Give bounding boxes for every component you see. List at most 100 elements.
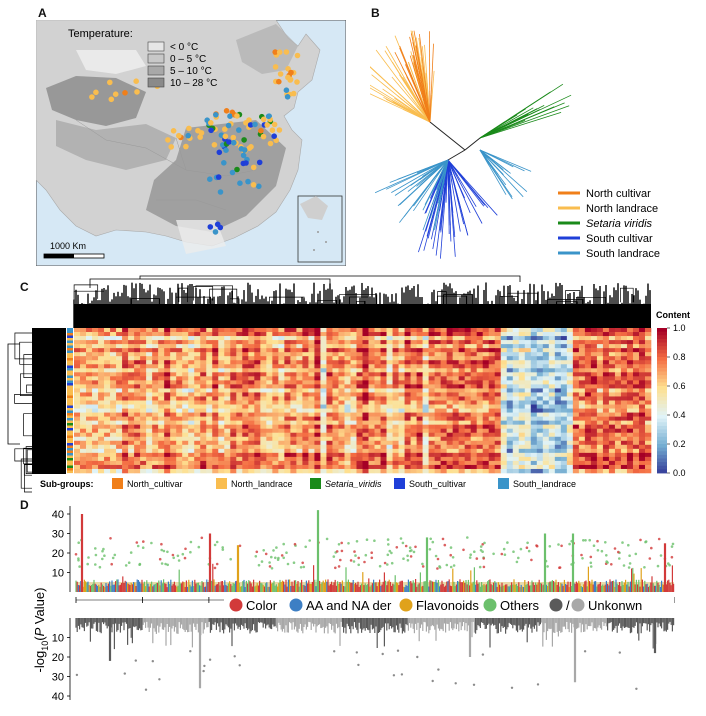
heatmap-cell [500,388,508,393]
heatmap-cell [626,420,634,425]
heatmap-cell [512,368,520,373]
heatmap-cell [146,424,153,429]
heatmap-cell [116,344,123,349]
heatmap-cell [230,408,237,413]
heatmap-cell [254,336,261,341]
heatmap-cell [524,464,532,470]
heatmap-cell [278,368,285,373]
heatmap-cell [158,420,165,425]
heatmap-cell [320,344,327,349]
tree-branch [479,149,496,167]
heatmap-cell [524,440,532,446]
heatmap-cell [158,412,165,417]
heatmap-cell [560,336,568,341]
heatmap-cell [218,328,225,333]
manhattan-top-tick: 10 [52,568,64,580]
heatmap-cell [524,340,532,345]
heatmap-cell [116,436,123,442]
heatmap-cell [638,364,646,369]
heatmap-cell [536,340,544,345]
heatmap-cell [110,364,117,369]
heatmap-cell [248,360,255,365]
heatmap-cell [566,444,574,450]
heatmap-cell [80,436,87,442]
heatmap-cell [452,372,459,377]
heatmap-cell [602,392,610,397]
heatmap-cell [170,448,177,454]
heatmap-cell [344,408,351,413]
heatmap-cell [404,436,411,442]
heatmap-cell [110,448,117,454]
heatmap-cell [140,384,147,389]
heatmap-cell [560,464,568,470]
heatmap-cell [236,432,243,438]
subgroup-strip-cell [67,423,73,426]
heatmap-cell [110,404,117,409]
heatmap-cell [362,420,369,425]
heatmap-cell [170,364,177,369]
subgroup-strip-cell [67,340,73,344]
heatmap-cell [554,348,562,353]
heatmap-cell [524,416,532,421]
heatmap-cell [386,336,393,341]
heatmap-cell [242,404,249,409]
heatmap-cell [398,400,405,405]
map-sample-point [265,113,272,120]
subgroup-strip-cell [67,435,73,439]
heatmap-cell [164,444,171,450]
heatmap-cell [632,348,640,353]
subgroup-strip-cell [67,390,73,394]
heatmap-cell [116,340,123,345]
heatmap-cell [524,336,532,341]
heatmap-cell [182,416,189,421]
tree-branch [509,102,565,127]
heatmap-cell [308,444,315,450]
heatmap-cell [104,372,111,377]
heatmap-cell [332,420,339,425]
heatmap-cell [584,400,592,405]
heatmap-cell [494,456,502,462]
heatmap-cell [134,440,141,446]
heatmap-cell [152,464,159,470]
heatmap-cell [626,340,634,345]
map-sample-point [176,132,182,139]
heatmap-cell [260,348,267,353]
heatmap-cell [158,408,165,413]
heatmap-cell [512,460,520,466]
heatmap-cell [614,328,622,333]
colorbar-segment [657,389,667,394]
heatmap-cell [422,356,429,361]
heatmap-cell [644,344,652,349]
tree-branch [455,178,471,214]
heatmap-cell [266,332,273,337]
heatmap-cell [152,436,159,442]
heatmap-cell [482,352,490,357]
heatmap-cell [380,336,387,341]
heatmap-cell [92,372,99,377]
heatmap-cell [386,448,393,454]
heatmap-cell [230,392,237,397]
heatmap-cell [488,360,496,365]
heatmap-cell [116,356,123,361]
tree-branch [405,64,422,102]
heatmap-cell [488,416,496,421]
heatmap-cell [578,372,586,377]
heatmap-cell [644,332,652,337]
heatmap-cell [140,340,147,345]
tree-branch [417,65,427,103]
heatmap-cell [98,416,105,421]
heatmap-cell [416,428,423,434]
heatmap-cell [608,352,616,357]
heatmap-cell [362,328,369,333]
heatmap-cell [314,392,321,397]
heatmap-cell [272,468,279,474]
heatmap-cell [104,376,111,381]
heatmap-cell [110,440,117,446]
heatmap-cell [380,392,387,397]
heatmap-cell [422,396,429,401]
heatmap-cell [80,356,87,361]
heatmap-cell [98,360,105,365]
heatmap-cell [122,436,129,442]
map-sample-point [222,126,228,132]
tree-branch [437,175,445,204]
